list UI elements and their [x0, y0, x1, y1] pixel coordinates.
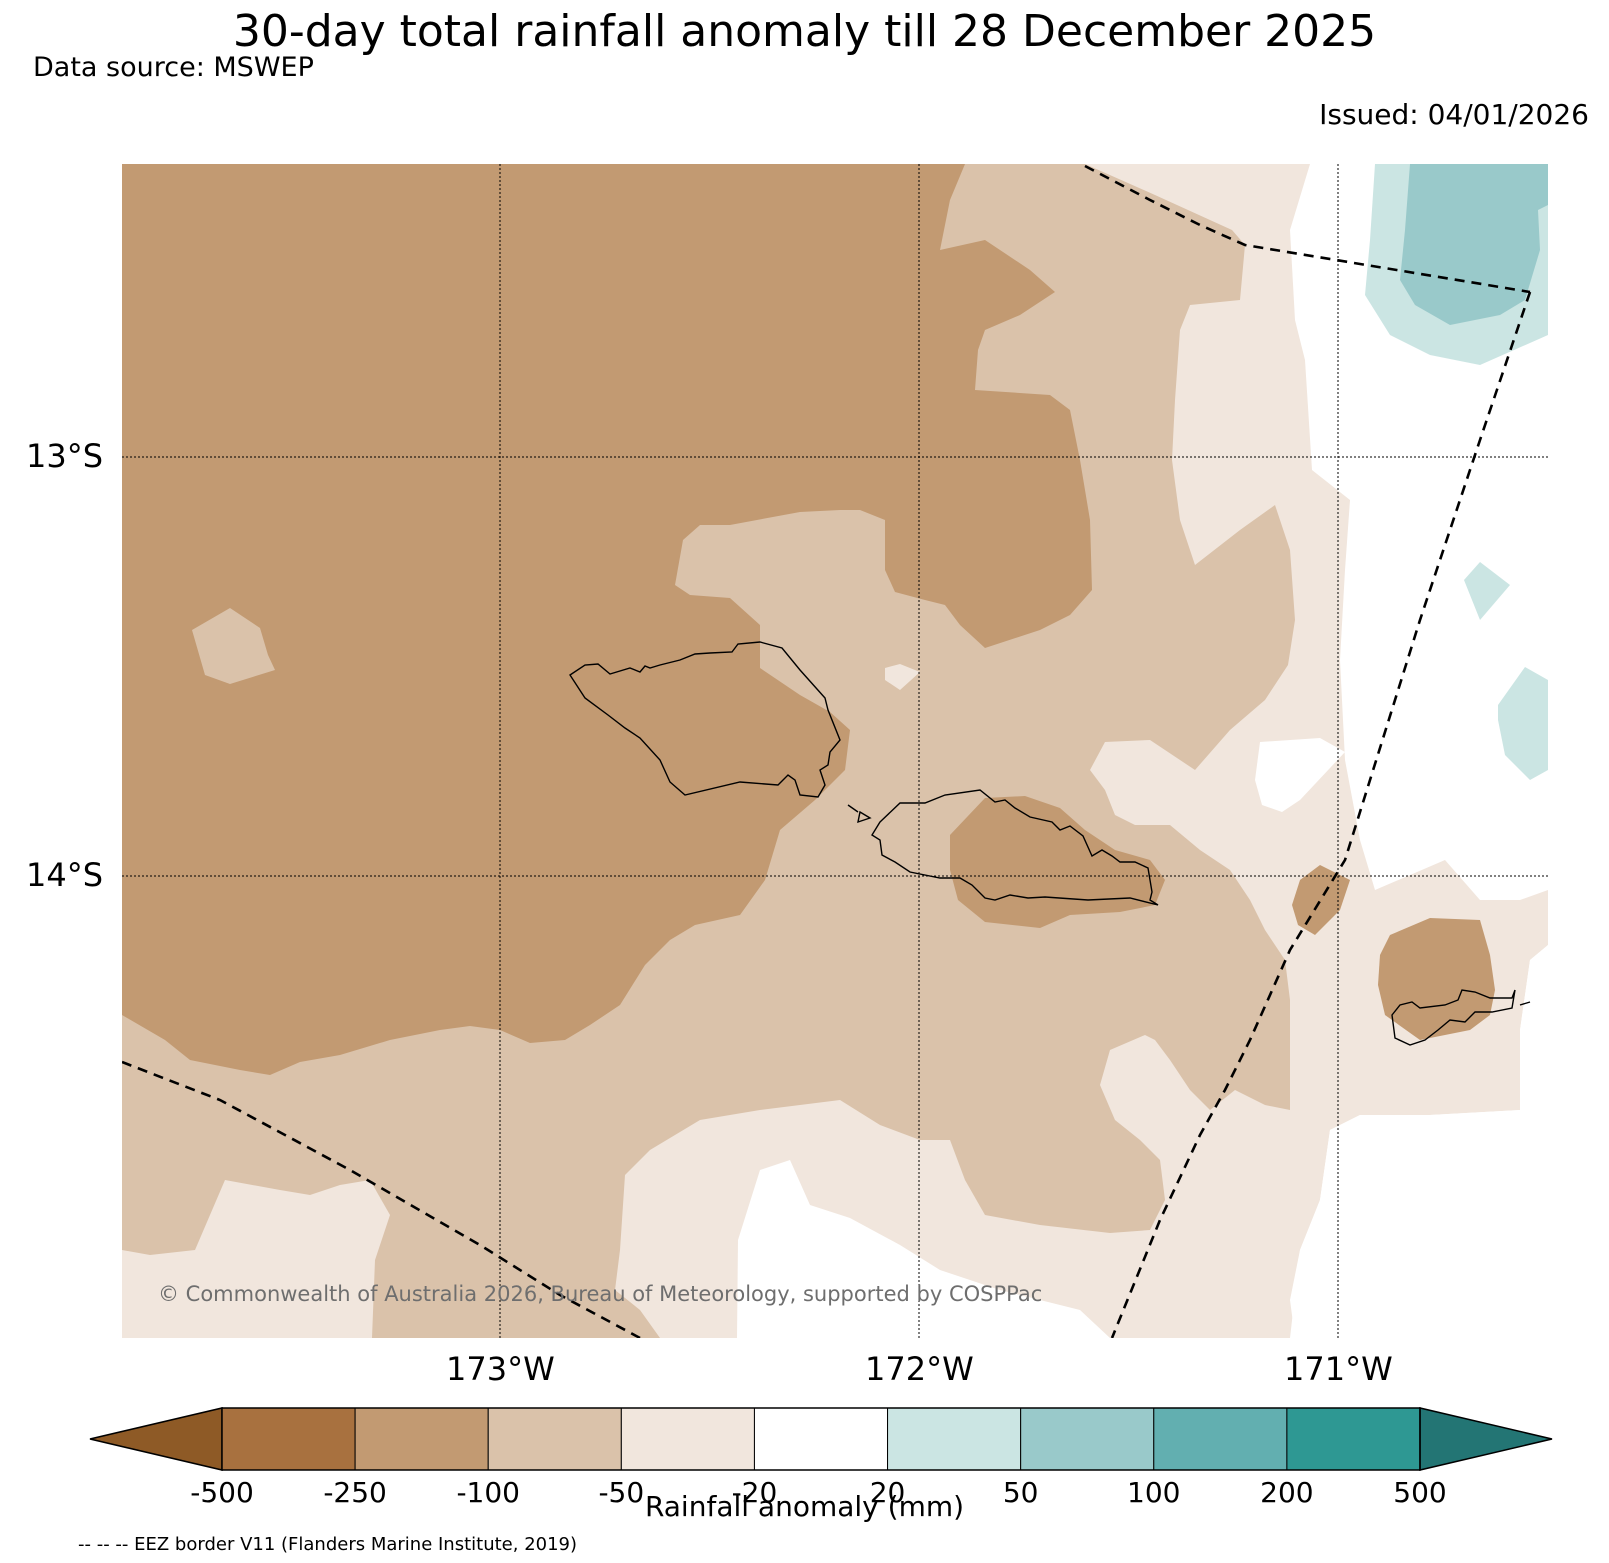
colorbar-box	[753, 1407, 889, 1471]
map-title: 30-day total rainfall anomaly till 28 De…	[232, 6, 1377, 57]
eez-border	[122, 164, 1532, 1338]
lat-label-13s: 13°S	[26, 437, 104, 475]
data-source: Data source: MSWEP	[33, 52, 314, 83]
copyright-notice: © Commonwealth of Australia 2026, Bureau…	[158, 1282, 1043, 1306]
aunuu-island	[847, 804, 1531, 1006]
colorbar-box	[1020, 1407, 1155, 1471]
colorbar	[89, 1407, 1553, 1471]
lon-label-173w: 173°W	[446, 1350, 555, 1388]
band-light-deficit	[122, 1180, 390, 1338]
colorbar-tick-label: 500	[1393, 1476, 1447, 1509]
band-moderate-deficit	[192, 608, 275, 684]
colorbar-tick-label: -50	[598, 1476, 645, 1509]
upolu-island	[871, 789, 1159, 906]
colorbar-box	[620, 1407, 755, 1471]
colorbar-box	[1286, 1407, 1421, 1471]
manono-island	[857, 810, 872, 824]
colorbar-tick-label: -500	[190, 1476, 254, 1509]
band-light-deficit	[1108, 780, 1150, 800]
colorbar-box	[354, 1407, 489, 1471]
colorbar-tick-label: -100	[456, 1476, 520, 1509]
band-strong-deficit	[1378, 918, 1495, 1040]
band-strong-deficit	[950, 796, 1165, 928]
band-light-deficit	[885, 664, 920, 690]
colorbar-box	[487, 1407, 622, 1471]
map-area	[122, 164, 1548, 1338]
colorbar-extend-high	[1419, 1407, 1553, 1471]
colorbar-tick-label: -250	[323, 1476, 387, 1509]
eez-legend-note: -- -- -- EEZ border V11 (Flanders Marine…	[78, 1534, 578, 1555]
colorbar-boxes	[221, 1407, 1421, 1471]
lat-label-14s: 14°S	[26, 856, 104, 894]
band-light-surplus	[1498, 667, 1548, 780]
band-strong-deficit	[1292, 865, 1350, 935]
colorbar-tick-label: -20	[731, 1476, 778, 1509]
band-neutral	[1255, 738, 1345, 812]
savaii-island	[569, 641, 841, 798]
band-strong-deficit	[122, 164, 1092, 1075]
lon-label-172w: 172°W	[865, 1350, 974, 1388]
colorbar-tick-label: 100	[1127, 1476, 1181, 1509]
coastline	[569, 641, 1531, 1046]
lon-label-171w: 171°W	[1284, 1350, 1393, 1388]
colorbar-box	[1153, 1407, 1288, 1471]
issued-date: Issued: 04/01/2026	[1319, 98, 1589, 131]
graticule	[122, 164, 1548, 1338]
colorbar-title: Rainfall anomaly (mm)	[644, 1490, 965, 1523]
colorbar-box	[221, 1407, 356, 1471]
band-neutral	[737, 1160, 1110, 1338]
colorbar-box	[887, 1407, 1022, 1471]
band-neutral	[1290, 945, 1548, 1338]
colorbar-tick-label: 20	[869, 1476, 906, 1509]
colorbar-tick-label: 50	[1002, 1476, 1039, 1509]
band-light-surplus	[1464, 562, 1510, 620]
band-moderate-surplus	[1400, 164, 1548, 325]
colorbar-extend-low	[89, 1407, 223, 1471]
tutuila-island	[1391, 989, 1516, 1046]
colorbar-tick-label: 200	[1260, 1476, 1314, 1509]
